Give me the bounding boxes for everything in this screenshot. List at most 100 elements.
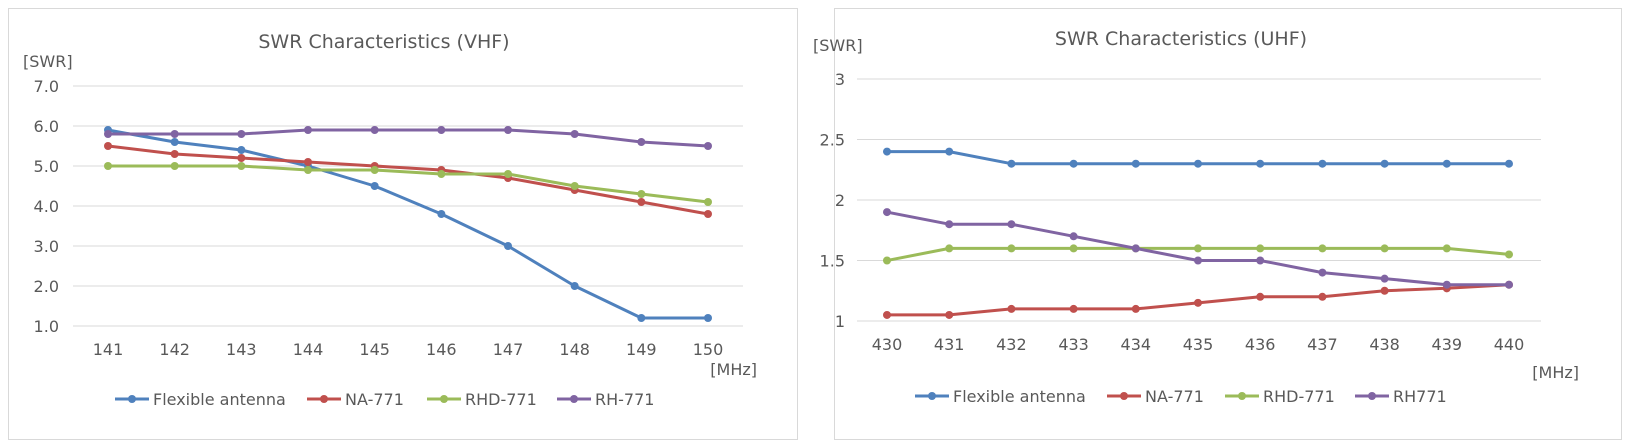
data-point (1194, 298, 1202, 307)
x-tick-label: 147 (493, 340, 524, 359)
data-point (1007, 304, 1016, 313)
x-tick-label: 143 (226, 340, 257, 359)
legend-label: Flexible antenna (953, 387, 1086, 406)
data-point (637, 314, 646, 322)
data-point (237, 130, 246, 138)
x-tick-label: 436 (1245, 335, 1276, 354)
data-point (1380, 274, 1389, 283)
data-point (370, 166, 379, 174)
x-tick-label: 432 (996, 335, 1027, 354)
x-tick-label: 430 (872, 335, 903, 354)
data-point (1256, 292, 1265, 301)
y-tick-label: 2.5 (820, 131, 845, 150)
x-tick-label: 435 (1183, 335, 1214, 354)
legend-marker (928, 392, 936, 400)
y-tick-label: 3 (835, 70, 845, 89)
data-point (170, 150, 179, 158)
data-point (437, 210, 446, 218)
data-point (304, 158, 312, 166)
data-point (1442, 280, 1451, 289)
data-point (1256, 244, 1265, 253)
data-point (945, 147, 954, 156)
data-point (1380, 244, 1389, 253)
data-point (104, 162, 112, 170)
legend-marker (320, 395, 328, 403)
uhf-chart: SWR Characteristics (UHF) [SWR] [MHz] 1 1… (813, 28, 1579, 406)
data-point (1069, 244, 1078, 253)
data-point (304, 166, 312, 174)
legend-label: RH-771 (595, 390, 654, 409)
legend-marker (1368, 392, 1376, 400)
x-tick-label: 142 (159, 340, 190, 359)
data-point (437, 126, 446, 134)
y-tick-label: 3.0 (34, 237, 59, 256)
chart-title: SWR Characteristics (UHF) (1055, 28, 1307, 50)
data-point (1069, 304, 1078, 313)
data-point (945, 220, 954, 229)
data-point (1194, 244, 1202, 253)
series-line (106, 164, 710, 204)
data-point (1069, 159, 1078, 168)
data-point (170, 130, 179, 138)
legend-marker (440, 395, 448, 403)
x-tick-label: 146 (426, 340, 457, 359)
y-axis-unit-label: [SWR] (23, 52, 73, 71)
data-point (1505, 250, 1513, 259)
data-point (1131, 304, 1140, 313)
legend-label: RH771 (1393, 387, 1447, 406)
data-point (237, 146, 246, 154)
data-point (704, 314, 712, 322)
data-point (104, 130, 112, 138)
x-tick-label: 433 (1058, 335, 1089, 354)
data-point (1194, 256, 1202, 265)
x-tick-label: 440 (1494, 335, 1525, 354)
data-point (637, 138, 646, 146)
legend-label: NA-771 (1145, 387, 1204, 406)
data-point (1131, 244, 1140, 253)
data-point (104, 142, 112, 150)
data-point (1505, 159, 1513, 168)
data-point (504, 170, 512, 178)
data-point (1007, 220, 1016, 229)
x-tick-label: 438 (1369, 335, 1400, 354)
data-point (1256, 256, 1265, 265)
series-line (106, 128, 710, 320)
legend-label: Flexible antenna (153, 390, 286, 409)
legend-marker (1120, 392, 1128, 400)
x-tick-label: 437 (1307, 335, 1338, 354)
x-tick-label: 431 (934, 335, 965, 354)
data-point (704, 198, 712, 206)
data-point (883, 256, 891, 265)
data-point (570, 182, 579, 190)
legend-label: RHD-771 (1263, 387, 1335, 406)
data-point (1380, 159, 1389, 168)
data-point (1442, 244, 1451, 253)
y-tick-label: 1 (835, 312, 845, 331)
series-line (106, 128, 710, 148)
data-point (237, 154, 246, 162)
series-line (106, 144, 710, 216)
x-tick-label: 144 (293, 340, 324, 359)
x-tick-label: 141 (93, 340, 124, 359)
legend-marker (1238, 392, 1246, 400)
data-point (504, 242, 512, 250)
data-point (1318, 159, 1327, 168)
uhf-chart-panel: SWR Characteristics (UHF) [SWR] [MHz] 1 1… (813, 8, 1622, 440)
data-point (437, 170, 446, 178)
data-point (370, 126, 379, 134)
data-point (1318, 244, 1327, 253)
data-point (1442, 159, 1451, 168)
y-tick-label: 6.0 (34, 117, 59, 136)
x-tick-label: 150 (693, 340, 724, 359)
legend-marker (128, 395, 136, 403)
y-tick-label: 5.0 (34, 157, 59, 176)
data-point (1256, 159, 1265, 168)
y-tick-label: 4.0 (34, 197, 59, 216)
data-point (637, 190, 646, 198)
x-tick-label: 145 (359, 340, 390, 359)
vhf-chart-panel: SWR Characteristics (VHF) [SWR] [MHz] 1.… (8, 8, 798, 440)
legend-label: RHD-771 (465, 390, 537, 409)
x-tick-label: 149 (626, 340, 657, 359)
x-tick-label: 148 (559, 340, 590, 359)
data-point (704, 142, 712, 150)
